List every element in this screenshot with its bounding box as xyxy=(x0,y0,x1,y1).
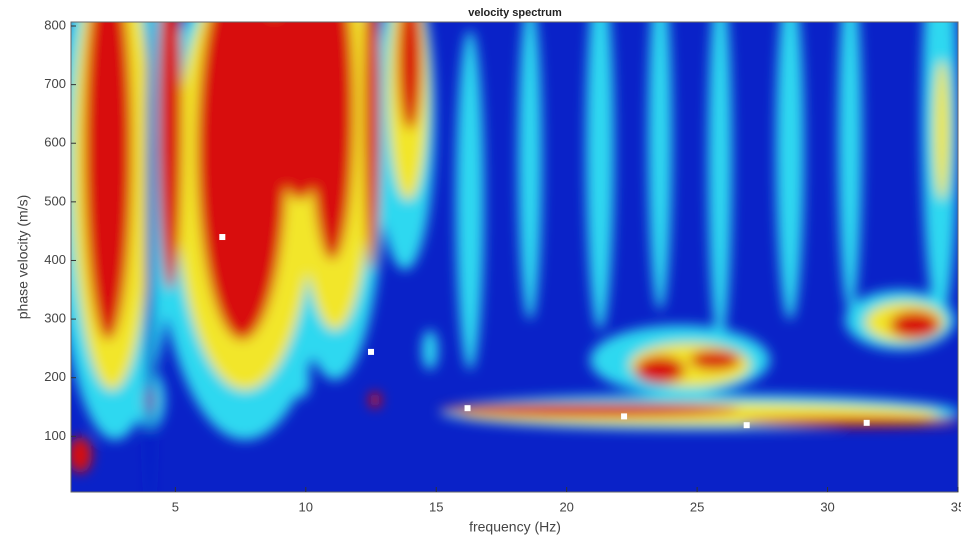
y-tick-label: 200 xyxy=(44,369,66,384)
picked-point xyxy=(219,234,226,241)
y-tick-label: 600 xyxy=(44,135,66,150)
x-tick-label: 35 xyxy=(951,499,961,514)
picked-point xyxy=(863,419,870,426)
x-axis-label: frequency (Hz) xyxy=(469,519,561,535)
x-tick-label: 15 xyxy=(429,499,443,514)
heatmap-texture xyxy=(71,22,958,492)
x-tick-label: 30 xyxy=(820,499,834,514)
plot-frame xyxy=(70,21,959,493)
y-tick-label: 700 xyxy=(44,76,66,91)
picked-point xyxy=(368,348,375,355)
y-tick-label: 100 xyxy=(44,428,66,443)
x-tick-label: 5 xyxy=(172,499,179,514)
y-tick-label: 300 xyxy=(44,311,66,326)
y-tick-label: 500 xyxy=(44,193,66,208)
picked-point xyxy=(464,405,471,412)
x-tick-label: 20 xyxy=(559,499,573,514)
y-tick-label: 400 xyxy=(44,252,66,267)
picked-point xyxy=(743,422,750,429)
chart-title: velocity spectrum xyxy=(468,7,562,19)
x-tick-label: 10 xyxy=(299,499,313,514)
picked-point xyxy=(621,413,628,420)
x-tick-label: 25 xyxy=(690,499,704,514)
heatmap xyxy=(71,22,958,492)
y-axis-label: phase velocity (m/s) xyxy=(15,195,31,319)
y-tick-label: 800 xyxy=(44,17,66,32)
